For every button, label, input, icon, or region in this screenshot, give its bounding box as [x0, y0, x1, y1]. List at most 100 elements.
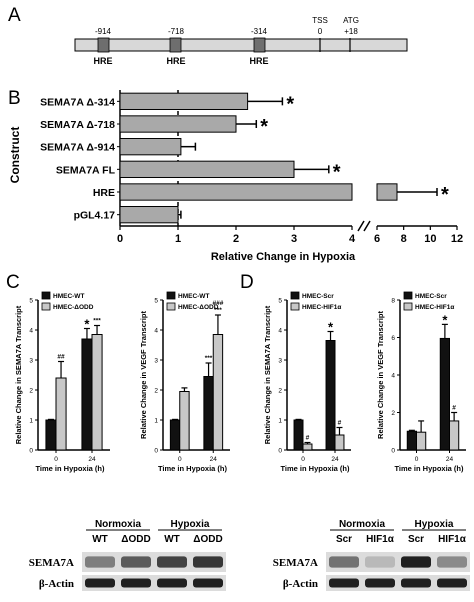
- y-tick-label: 3: [278, 358, 282, 365]
- y-tick-label: 1: [154, 418, 158, 425]
- significance-mark: ***: [93, 318, 101, 325]
- x-axis-label: Time in Hypoxia (h): [280, 464, 350, 473]
- tss-value: 0: [318, 27, 323, 36]
- y-tick-label: 2: [29, 388, 33, 395]
- blot-band: [121, 556, 151, 568]
- blot-band: [85, 578, 115, 588]
- hre-pos-314: -314: [251, 27, 268, 36]
- legend-swatch: [166, 291, 176, 300]
- blot-band: [329, 556, 359, 568]
- blot-c: Normoxia Hypoxia WT ΔODD WT ΔODD SEMA7A β-Actin: [29, 519, 226, 591]
- panel-b-x-tick-label: 3: [291, 233, 297, 245]
- y-tick-label: 4: [278, 328, 282, 335]
- significance-mark: ***: [205, 355, 213, 362]
- y-tick-label: 3: [154, 358, 158, 365]
- blot-lane-label: Scr: [408, 534, 424, 545]
- blot-group-label: Normoxia: [339, 519, 386, 530]
- promoter-region: [74, 38, 408, 52]
- y-tick-label: 5: [154, 298, 158, 305]
- significance-mark: ##: [57, 354, 65, 361]
- panel-b-bar: [119, 138, 182, 156]
- blot-lane-label: WT: [92, 534, 108, 545]
- significance-mark: *: [84, 317, 90, 332]
- bar: [55, 377, 67, 451]
- hre-label-914: HRE: [93, 56, 112, 66]
- panel-b-bar: [119, 206, 179, 224]
- y-tick-label: 4: [29, 328, 33, 335]
- chart-d-left: 0 1 2 3 4 5 Relative Change in SEMA7A Transcri…: [263, 291, 351, 473]
- panel-b-bar: [376, 183, 398, 201]
- panel-b-x-tick-label: 10: [424, 233, 436, 245]
- significance-mark: #: [452, 405, 456, 412]
- blot-band: [85, 556, 115, 568]
- panel-b-xlabel: Relative Change in Hypoxia: [211, 251, 356, 263]
- chart-c-right: 0 1 2 3 4 5 Relative Change in VEGF Transcript…: [139, 291, 230, 473]
- y-axis-label: Relative Change in VEGF Transcript: [376, 311, 385, 439]
- bar: [302, 443, 313, 451]
- hre-element-314: [253, 37, 266, 53]
- y-tick-label: 5: [278, 298, 282, 305]
- panel-b-category-label: HRE: [93, 187, 115, 199]
- y-tick-label: 1: [278, 418, 282, 425]
- y-axis-label: Relative Change in SEMA7A Transcript: [263, 305, 272, 444]
- blot-lane-label: ΔODD: [121, 534, 150, 545]
- blot-membrane: [326, 552, 470, 572]
- y-tick-label: 0: [29, 448, 33, 455]
- significance-mark: ***: [214, 307, 222, 314]
- x-axis-label: Time in Hypoxia (h): [394, 464, 464, 473]
- legend-swatch: [290, 302, 300, 311]
- hre-pos-914: -914: [95, 27, 112, 36]
- x-tick-label: 0: [301, 456, 305, 463]
- panel-b-category-label: pGL4.17: [74, 210, 116, 222]
- legend-label: HMEC-ΔODD: [178, 304, 219, 311]
- blot-band: [401, 556, 431, 568]
- blot-lane-label: WT: [164, 534, 180, 545]
- bar: [334, 434, 345, 451]
- legend-label: HMEC-WT: [178, 293, 209, 300]
- blot-membrane: [326, 575, 470, 591]
- legend-swatch: [403, 302, 413, 311]
- y-tick-label: 2: [391, 410, 395, 417]
- legend-label: HMEC-HIF1α: [415, 304, 454, 311]
- legend-label: HMEC-Scr: [302, 293, 334, 300]
- panel-b-category-label: SEMA7A Δ-314: [40, 96, 115, 108]
- panel-b-category-label: SEMA7A Δ-914: [40, 142, 115, 154]
- atg-label: ATG: [343, 16, 359, 25]
- bar: [449, 420, 460, 451]
- y-tick-label: 2: [278, 388, 282, 395]
- panel-b-significance: *: [441, 184, 449, 206]
- bar: [179, 391, 190, 451]
- legend-swatch: [41, 302, 51, 311]
- legend-label: HMEC-ΔODD: [53, 304, 94, 311]
- blot-band: [121, 578, 151, 588]
- y-tick-label: 4: [154, 328, 158, 335]
- bar: [439, 337, 451, 451]
- significance-mark: *: [442, 312, 448, 327]
- panel-b-x-tick-label: 8: [401, 233, 407, 245]
- blot-band: [193, 556, 223, 568]
- x-tick-label: 0: [54, 456, 58, 463]
- blot-membrane: [82, 575, 226, 591]
- hre-label-718: HRE: [166, 56, 185, 66]
- hre-pos-718: -718: [168, 27, 185, 36]
- chart-c-left: 0 1 2 3 4 5 Relative Change in SEMA7A Transcri…: [14, 291, 110, 473]
- legend-label: HMEC-Scr: [415, 293, 447, 300]
- panel-b-category-label: SEMA7A Δ-718: [40, 119, 115, 131]
- legend-swatch: [403, 291, 413, 300]
- significance-mark: #: [306, 435, 310, 442]
- bar: [45, 419, 57, 451]
- legend-label: HMEC-HIF1α: [302, 304, 341, 311]
- blot-row-label: β-Actin: [39, 578, 74, 590]
- blot-row-label: SEMA7A: [29, 557, 74, 569]
- blot-row-label: SEMA7A: [273, 557, 318, 569]
- bar: [91, 334, 103, 451]
- blot-lane-label: HIF1α: [438, 534, 467, 545]
- blot-membrane: [82, 552, 226, 572]
- blot-band: [365, 556, 395, 568]
- legend-swatch: [290, 291, 300, 300]
- panel-b-x-tick-label: 6: [374, 233, 380, 245]
- blot-d: Normoxia Hypoxia Scr HIF1α Scr HIF1α SEMA7A β-A…: [273, 519, 470, 591]
- x-tick-label: 24: [331, 456, 339, 463]
